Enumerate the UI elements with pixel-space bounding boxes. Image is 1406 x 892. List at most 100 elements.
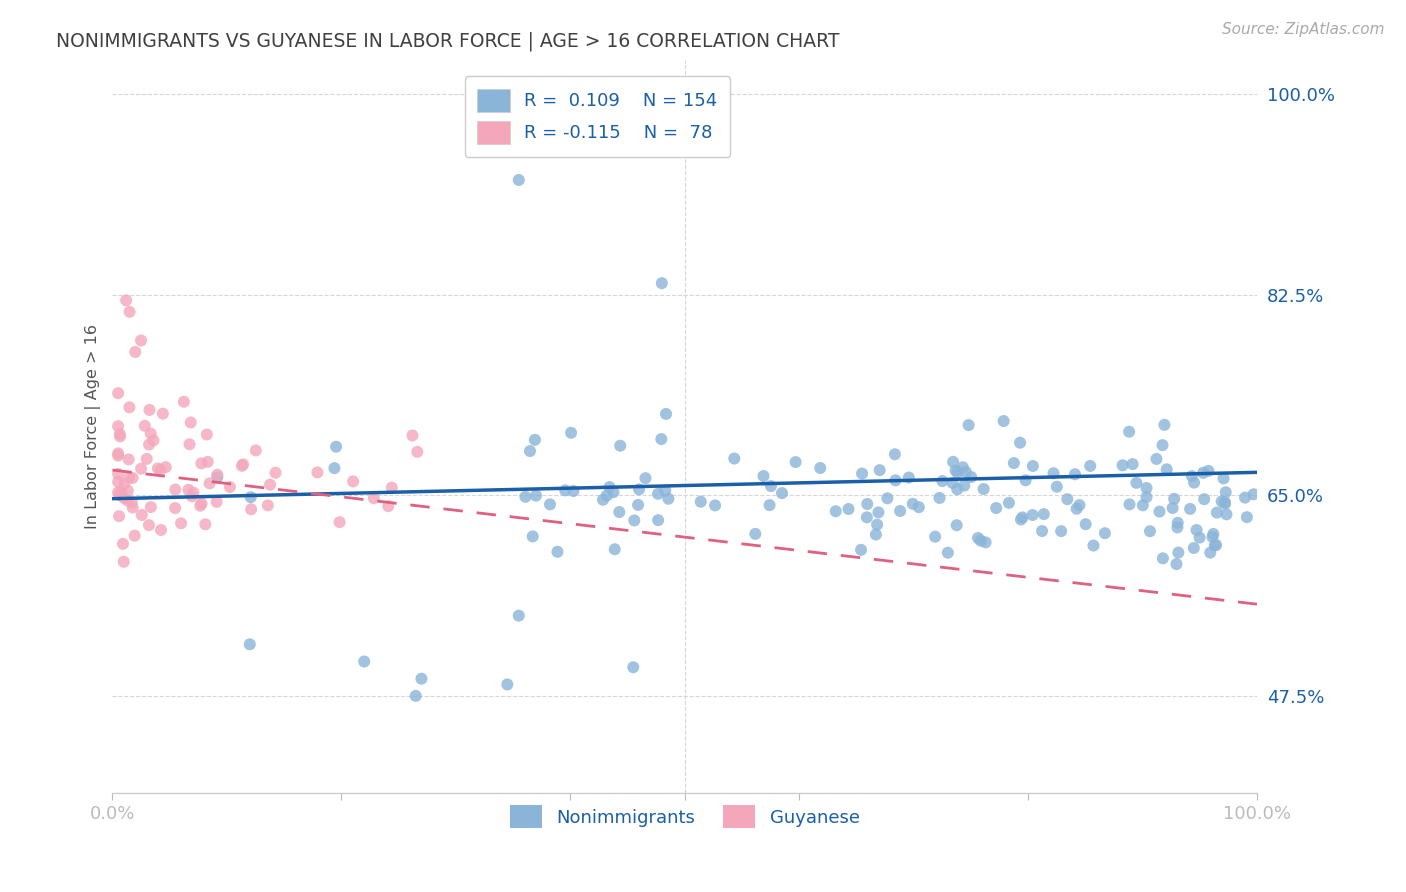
Point [149, 523, 172, 537]
Point [108, 488, 131, 502]
Point [759, 479, 782, 493]
Point [245, 443, 267, 458]
Point [1132, 498, 1154, 512]
Point [856, 510, 879, 524]
Point [177, 483, 200, 497]
Point [124, 345, 146, 359]
Point [1135, 490, 1157, 504]
Point [1199, 546, 1222, 560]
Point [621, 660, 644, 674]
Point [117, 483, 139, 498]
Point [901, 497, 924, 511]
Point [1188, 531, 1211, 545]
Point [508, 608, 530, 623]
Point [960, 470, 983, 484]
Point [121, 471, 143, 485]
Point [1125, 475, 1147, 490]
Point [554, 483, 576, 498]
Point [931, 474, 953, 488]
Point [897, 470, 920, 484]
Point [945, 518, 967, 533]
Point [647, 487, 669, 501]
Point [508, 173, 530, 187]
Point [838, 502, 860, 516]
Point [195, 427, 218, 442]
Point [117, 493, 139, 508]
Point [869, 463, 891, 477]
Point [1021, 508, 1043, 522]
Point [723, 451, 745, 466]
Point [1056, 492, 1078, 507]
Point [866, 517, 889, 532]
Point [231, 458, 253, 473]
Point [401, 428, 423, 442]
Point [107, 419, 129, 434]
Point [1213, 497, 1236, 511]
Point [108, 427, 131, 442]
Point [165, 501, 187, 516]
Point [657, 491, 679, 506]
Point [107, 485, 129, 500]
Point [146, 461, 169, 475]
Point [1212, 471, 1234, 485]
Point [129, 461, 152, 475]
Point [946, 483, 969, 497]
Point [155, 460, 177, 475]
Point [998, 496, 1021, 510]
Point [1078, 458, 1101, 473]
Point [607, 505, 630, 519]
Point [1064, 467, 1087, 482]
Point [970, 533, 993, 548]
Point [1181, 469, 1204, 483]
Point [118, 452, 141, 467]
Point [1066, 501, 1088, 516]
Point [1139, 524, 1161, 539]
Point [752, 469, 775, 483]
Point [405, 689, 427, 703]
Point [115, 293, 138, 308]
Point [173, 394, 195, 409]
Point [1163, 491, 1185, 506]
Point [1201, 530, 1223, 544]
Point [1166, 520, 1188, 534]
Point [851, 467, 873, 481]
Point [1182, 475, 1205, 490]
Point [107, 475, 129, 489]
Point [1149, 505, 1171, 519]
Point [1167, 545, 1189, 559]
Point [1011, 510, 1033, 524]
Point [634, 471, 657, 485]
Point [205, 495, 228, 509]
Point [1122, 457, 1144, 471]
Point [111, 537, 134, 551]
Point [114, 476, 136, 491]
Point [152, 407, 174, 421]
Point [945, 463, 967, 477]
Point [142, 434, 165, 448]
Point [1182, 541, 1205, 555]
Point [627, 498, 650, 512]
Point [1135, 481, 1157, 495]
Point [689, 494, 711, 508]
Point [647, 513, 669, 527]
Point [596, 489, 619, 503]
Point [134, 418, 156, 433]
Point [883, 447, 905, 461]
Point [194, 517, 217, 532]
Point [1008, 435, 1031, 450]
Point [353, 655, 375, 669]
Point [942, 475, 965, 490]
Point [1094, 526, 1116, 541]
Point [1156, 462, 1178, 476]
Point [524, 489, 547, 503]
Point [1152, 438, 1174, 452]
Point [118, 305, 141, 319]
Point [112, 491, 135, 505]
Point [411, 672, 433, 686]
Point [107, 386, 129, 401]
Point [1046, 480, 1069, 494]
Point [264, 466, 287, 480]
Point [1153, 417, 1175, 432]
Point [1010, 512, 1032, 526]
Point [824, 504, 846, 518]
